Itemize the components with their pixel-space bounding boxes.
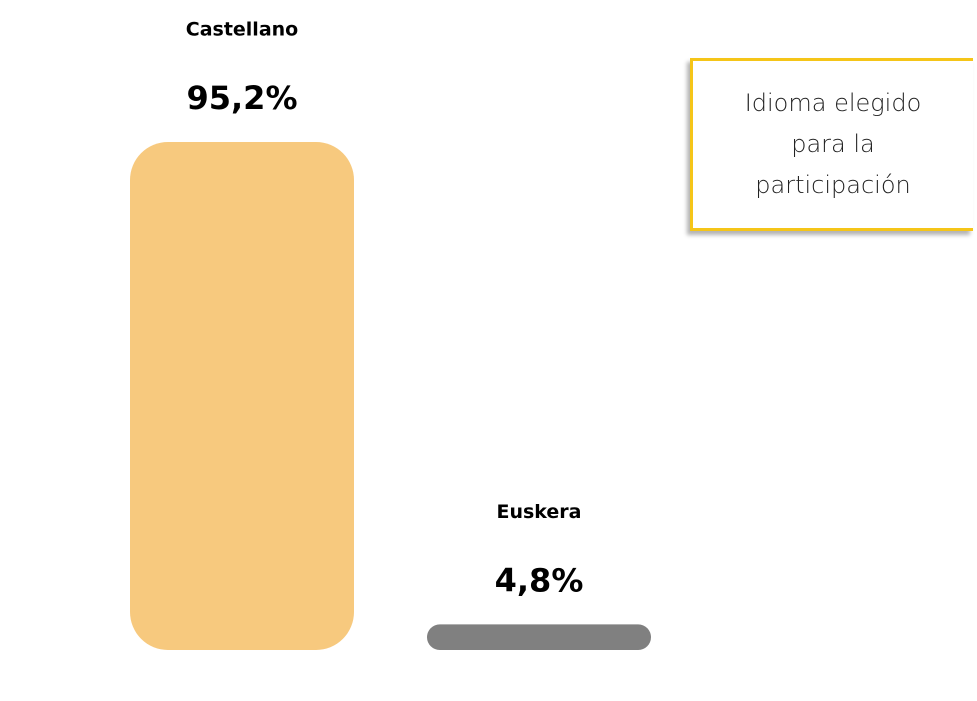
category-label: Castellano — [186, 19, 298, 41]
title-box: Idioma elegido para la participación — [690, 58, 973, 231]
value-label: 95,2% — [186, 79, 297, 117]
category-label: Euskera — [496, 501, 581, 523]
chart-title: Idioma elegido para la participación — [744, 89, 922, 199]
bar — [130, 142, 354, 650]
bar — [427, 624, 651, 650]
value-label: 4,8% — [495, 561, 584, 599]
